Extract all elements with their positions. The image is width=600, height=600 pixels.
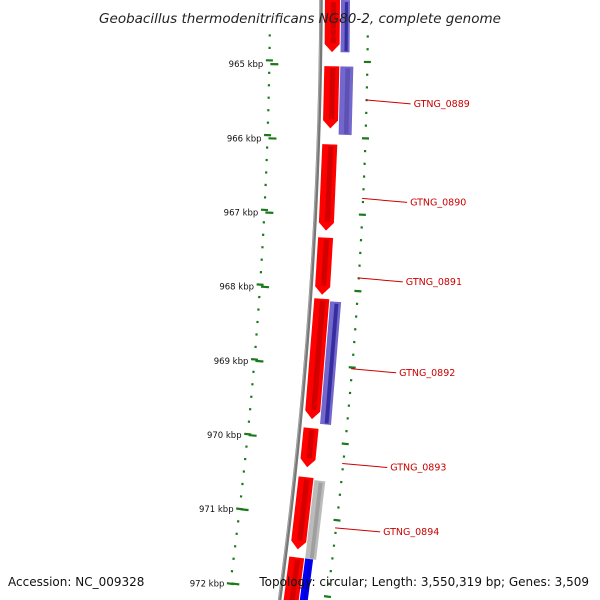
ruler-label: 965 kbp — [229, 60, 264, 70]
gene-label: GTNG_0894 — [383, 527, 439, 538]
gene-rna — [338, 66, 354, 136]
cds-forward — [315, 237, 334, 295]
gc-content-dot — [333, 518, 341, 522]
cds-forward — [291, 476, 314, 550]
gene-pseudo — [305, 480, 326, 560]
label-leader — [362, 197, 408, 203]
gene-label: GTNG_0892 — [399, 368, 455, 379]
label-leader — [365, 99, 411, 105]
gene-label: GTNG_0889 — [414, 99, 470, 110]
ruler-tick — [255, 359, 264, 363]
label-leader — [342, 463, 388, 468]
gene-labels: GTNG_0889 GTNG_0890 GTNG_0891 GTNG_0892 GTNG… — [335, 99, 470, 538]
cds-forward — [283, 556, 305, 600]
ruler-tick — [240, 508, 249, 512]
cds-forward — [318, 144, 338, 231]
cds-forward — [305, 298, 330, 420]
gc-content-dot — [341, 442, 349, 446]
backbone-track — [277, 0, 323, 600]
gene-track — [283, 0, 354, 600]
cds-forward — [300, 427, 319, 468]
ruler-label: 970 kbp — [207, 431, 242, 441]
gene-label: GTNG_0891 — [406, 277, 462, 288]
ruler-label: 968 kbp — [219, 283, 254, 293]
gene-rna — [340, 0, 350, 53]
ruler-label: 966 kbp — [227, 134, 262, 144]
gc-content-dot — [348, 366, 356, 369]
accession-text: Accession: NC_009328 — [8, 575, 144, 589]
gc-content-dot — [323, 595, 332, 599]
label-leader — [335, 527, 381, 533]
topology-summary: Topology: circular; Length: 3,550,319 bp… — [258, 575, 589, 589]
map-title: Geobacillus thermodenitrificans NG80-2, … — [99, 11, 501, 27]
cds-forward — [324, 0, 340, 53]
gene-label: GTNG_0893 — [390, 463, 446, 474]
ruler-tick — [248, 433, 257, 437]
gene-label: GTNG_0890 — [410, 197, 466, 208]
ruler-tick — [231, 582, 240, 586]
cds-forward — [323, 66, 340, 129]
ruler-label: 972 kbp — [190, 579, 225, 589]
ruler-label: 969 kbp — [214, 357, 249, 367]
kbp-ruler: 965 kbp 966 kbp 967 kbp 968 kbp 969 kbp 970 k… — [190, 60, 279, 589]
label-leader — [357, 277, 403, 283]
ruler-tick — [260, 285, 270, 289]
gene-trna — [299, 558, 314, 600]
gc-dot-tracks — [226, 34, 371, 599]
gc-skew-dot — [250, 357, 259, 361]
ruler-label: 971 kbp — [199, 505, 234, 515]
backbone-highlight — [278, 0, 321, 600]
ruler-label: 967 kbp — [224, 209, 259, 219]
gene-rna — [320, 301, 342, 425]
backbone-line — [277, 0, 323, 600]
label-leader — [351, 368, 397, 374]
